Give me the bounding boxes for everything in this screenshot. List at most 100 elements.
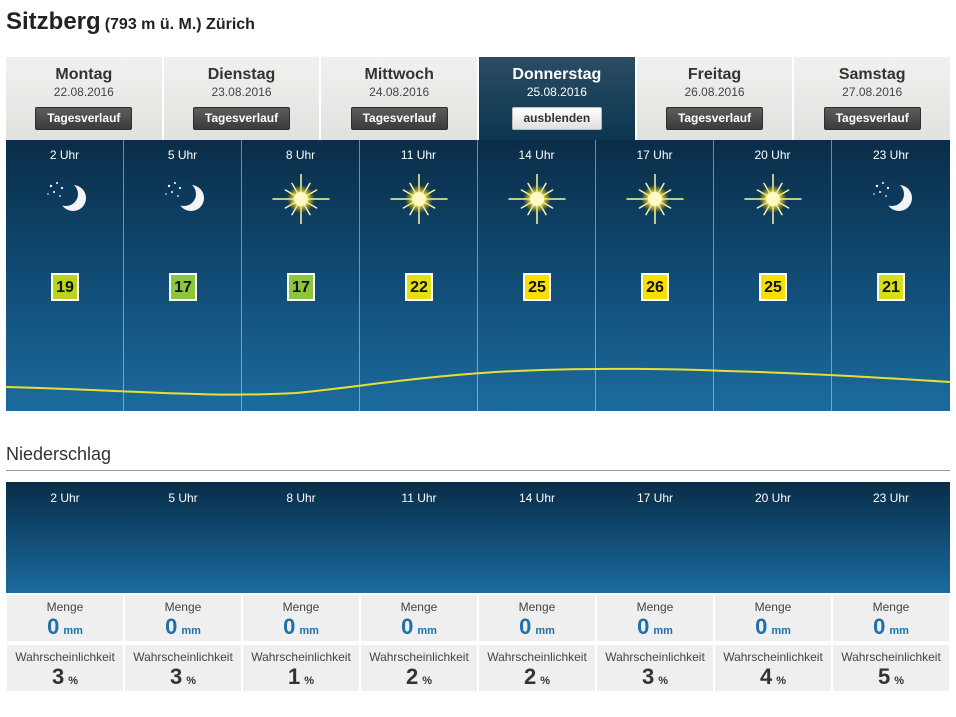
amount-value: 0 [873, 614, 886, 639]
probability-unit: % [540, 675, 551, 687]
amount-value: 0 [519, 614, 532, 639]
amount-value: 0 [637, 614, 650, 639]
precipitation-probability-cell: Wahrscheinlichkeit 3% [7, 645, 123, 691]
precipitation-amount-cell: Menge 0 mm [833, 595, 949, 641]
temperature-badge: 22 [405, 273, 433, 301]
precipitation-hour-label: 23 Uhr [872, 491, 910, 505]
precipitation-panel: 2 Uhr 5 Uhr 8 Uhr 11 Uhr 14 Uhr 17 Uhr 20 Uhr 2… [6, 482, 950, 593]
hour-column: 5 Uhr 17 [124, 140, 242, 411]
amount-value: 0 [165, 614, 178, 639]
location-detail: (793 m ü. M.) Zürich [104, 16, 255, 33]
day-progress-button[interactable]: Tagesverlauf [192, 107, 291, 130]
hour-label: 8 Uhr [285, 148, 316, 162]
amount-unit: mm [535, 625, 555, 637]
amount-label: Menge [164, 600, 202, 614]
probability-value: 3 [51, 664, 65, 689]
divider [6, 470, 950, 471]
temperature-badge: 21 [877, 273, 905, 301]
tab-mittwoch[interactable]: Mittwoch 24.08.2016 Tagesverlauf [321, 57, 480, 140]
hour-label: 23 Uhr [872, 148, 910, 162]
tab-donnerstag[interactable]: Donnerstag 25.08.2016 ausblenden [479, 57, 637, 140]
temperature-badge: 19 [51, 273, 79, 301]
probability-value: 2 [405, 664, 419, 689]
hour-column: 11 Uhr 22 [360, 140, 478, 411]
precipitation-probability-cell: Wahrscheinlichkeit 3% [125, 645, 241, 691]
amount-label: Menge [46, 600, 84, 614]
precipitation-amount-cell: Menge 0 mm [7, 595, 123, 641]
precipitation-hour-label: 8 Uhr [286, 491, 316, 505]
tab-day: Samstag [838, 66, 906, 83]
tab-date: 26.08.2016 [684, 85, 745, 99]
precipitation-probability-cell: Wahrscheinlichkeit 2% [479, 645, 595, 691]
temperature-curve [6, 367, 950, 396]
day-progress-button[interactable]: Tagesverlauf [823, 107, 921, 130]
amount-label: Menge [754, 600, 792, 614]
probability-label: Wahrscheinlichkeit [133, 650, 233, 664]
precipitation-probability-cell: Wahrscheinlichkeit 2% [361, 645, 477, 691]
hide-button[interactable]: ausblenden [511, 107, 603, 130]
amount-label: Menge [872, 600, 910, 614]
precipitation-hour-label: 20 Uhr [754, 491, 792, 505]
amount-value: 0 [401, 614, 414, 639]
probability-unit: % [186, 675, 197, 687]
tab-day: Mittwoch [364, 66, 434, 83]
probability-label: Wahrscheinlichkeit [841, 650, 941, 664]
probability-value: 3 [641, 664, 655, 689]
tab-date: 24.08.2016 [369, 85, 430, 99]
amount-unit: mm [63, 625, 83, 637]
precipitation-amount-cell: Menge 0 mm [597, 595, 713, 641]
tab-freitag[interactable]: Freitag 26.08.2016 Tagesverlauf [636, 57, 795, 140]
temperature-badge: 25 [759, 273, 787, 301]
probability-value: 2 [523, 664, 537, 689]
probability-value: 5 [877, 664, 891, 689]
hour-label: 2 Uhr [49, 148, 80, 162]
probability-value: 3 [169, 664, 183, 689]
probability-value: 1 [287, 664, 301, 689]
sun-icon [743, 170, 803, 228]
hour-column: 14 Uhr 25 [478, 140, 596, 411]
precipitation-hour-label: 11 Uhr [401, 491, 437, 505]
day-progress-button[interactable]: Tagesverlauf [665, 107, 764, 130]
temperature-badge: 25 [523, 273, 551, 301]
probability-unit: % [658, 675, 669, 687]
sun-icon [271, 170, 331, 228]
hour-column: 23 Uhr 21 [832, 140, 950, 411]
tab-dienstag[interactable]: Dienstag 23.08.2016 Tagesverlauf [163, 57, 322, 140]
day-progress-button[interactable]: Tagesverlauf [35, 107, 133, 130]
precipitation-hour-label: 5 Uhr [168, 491, 198, 505]
sun-icon [507, 170, 567, 228]
precipitation-hour-label: 2 Uhr [50, 491, 80, 505]
amount-unit: mm [653, 625, 673, 637]
tab-date: 22.08.2016 [53, 85, 114, 99]
tab-date: 25.08.2016 [526, 85, 587, 99]
tab-montag[interactable]: Montag 22.08.2016 Tagesverlauf [6, 57, 164, 140]
page-title: Sitzberg (793 m ü. M.) Zürich [6, 8, 255, 36]
sun-icon [389, 170, 449, 228]
precipitation-hour-label: 17 Uhr [636, 491, 674, 505]
tab-date: 27.08.2016 [842, 85, 903, 99]
amount-unit: mm [181, 625, 201, 637]
probability-unit: % [422, 675, 433, 687]
location-name: Sitzberg [6, 8, 101, 35]
probability-value: 4 [759, 664, 773, 689]
amount-value: 0 [755, 614, 768, 639]
precipitation-hour-label: 14 Uhr [518, 491, 556, 505]
precipitation-amount-cell: Menge 0 mm [125, 595, 241, 641]
hour-label: 5 Uhr [167, 148, 198, 162]
amount-label: Menge [400, 600, 438, 614]
hour-column: 20 Uhr 25 [714, 140, 832, 411]
day-progress-button[interactable]: Tagesverlauf [350, 107, 448, 130]
hour-column: 2 Uhr 19 [6, 140, 124, 411]
hour-label: 17 Uhr [636, 148, 673, 162]
probability-label: Wahrscheinlichkeit [605, 650, 705, 664]
precipitation-probability-cell: Wahrscheinlichkeit 1% [243, 645, 359, 691]
amount-value: 0 [47, 614, 60, 639]
precipitation-title: Niederschlag [6, 444, 112, 464]
precipitation-probability-cell: Wahrscheinlichkeit 4% [715, 645, 831, 691]
moon-stars-icon [153, 174, 213, 224]
tab-samstag[interactable]: Samstag 27.08.2016 Tagesverlauf [794, 57, 951, 140]
precipitation-amount-cell: Menge 0 mm [361, 595, 477, 641]
hour-label: 14 Uhr [518, 148, 555, 162]
temperature-badge: 17 [287, 273, 315, 301]
precipitation-amount-cell: Menge 0 mm [715, 595, 831, 641]
